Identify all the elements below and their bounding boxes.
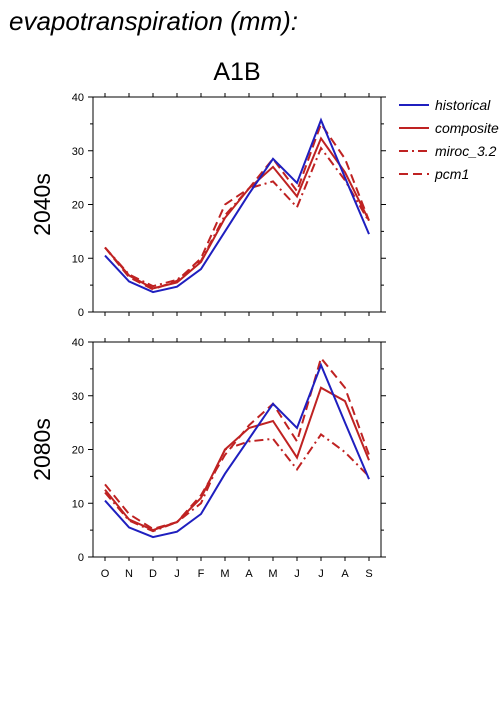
x-tick-label: J (294, 568, 300, 580)
chart-title: A1B (213, 58, 260, 86)
x-tick-label: A (341, 568, 349, 580)
x-tick-label: J (318, 568, 324, 580)
x-tick-label: M (268, 568, 277, 580)
series-line-miroc-3-2 (104, 146, 370, 288)
legend-label: historical (435, 97, 491, 113)
x-tick-label: F (198, 568, 205, 580)
legend-label: miroc_3.2 (435, 143, 497, 159)
x-tick-label: D (149, 568, 157, 580)
y-tick-label: 20 (72, 200, 84, 212)
series-line-historical (104, 362, 370, 539)
series-line-pcm1 (104, 355, 370, 531)
legend-label: pcm1 (434, 166, 469, 182)
x-tick-label: A (245, 568, 253, 580)
y-tick-label: 10 (72, 498, 84, 510)
series-line-historical (104, 117, 370, 294)
panel-ylabel: 2040s (29, 173, 55, 236)
series-line-composite (104, 386, 370, 532)
panel-2080s: 0 10 20 30 40 O N D J F M A M J J A S 2080s (29, 337, 386, 580)
series-line-miroc-3-2 (104, 432, 370, 533)
panel-2040s: 0 10 20 30 40 2040s (29, 92, 386, 319)
y-tick-label: 20 (72, 445, 84, 457)
legend-label: composite (435, 120, 499, 136)
x-tick-label: N (125, 568, 133, 580)
x-tick-label: O (101, 568, 110, 580)
x-tick-label: S (365, 568, 372, 580)
y-tick-label: 0 (78, 552, 84, 564)
legend: historical composite miroc_3.2 pcm1 (399, 97, 499, 182)
page-title: evapotranspiration (mm): (9, 6, 298, 36)
x-tick-label: J (174, 568, 180, 580)
y-tick-label: 40 (72, 92, 84, 104)
y-tick-label: 30 (72, 391, 84, 403)
panel-ylabel: 2080s (29, 418, 55, 481)
y-tick-label: 10 (72, 253, 84, 265)
y-tick-label: 30 (72, 146, 84, 158)
y-tick-label: 0 (78, 307, 84, 319)
y-tick-label: 40 (72, 337, 84, 349)
x-tick-label: M (220, 568, 229, 580)
